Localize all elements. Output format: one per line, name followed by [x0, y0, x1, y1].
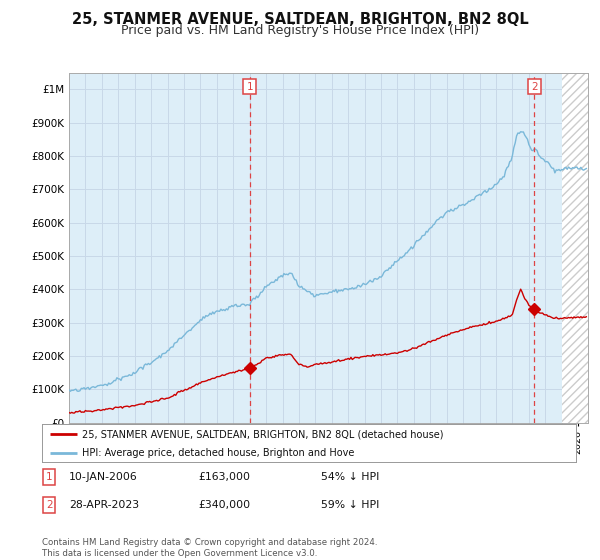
Text: £163,000: £163,000	[198, 472, 250, 482]
Text: 1: 1	[247, 82, 253, 91]
Bar	[562, 73, 588, 423]
Text: Price paid vs. HM Land Registry's House Price Index (HPI): Price paid vs. HM Land Registry's House …	[121, 24, 479, 36]
Text: 10-JAN-2006: 10-JAN-2006	[69, 472, 138, 482]
Text: 2: 2	[46, 500, 53, 510]
Text: £340,000: £340,000	[198, 500, 250, 510]
Text: 25, STANMER AVENUE, SALTDEAN, BRIGHTON, BN2 8QL (detached house): 25, STANMER AVENUE, SALTDEAN, BRIGHTON, …	[82, 429, 443, 439]
Text: 2: 2	[531, 82, 538, 91]
Text: 1: 1	[46, 472, 53, 482]
Text: 54% ↓ HPI: 54% ↓ HPI	[321, 472, 379, 482]
Text: 59% ↓ HPI: 59% ↓ HPI	[321, 500, 379, 510]
Text: HPI: Average price, detached house, Brighton and Hove: HPI: Average price, detached house, Brig…	[82, 448, 355, 458]
Text: Contains HM Land Registry data © Crown copyright and database right 2024.
This d: Contains HM Land Registry data © Crown c…	[42, 538, 377, 558]
Text: 28-APR-2023: 28-APR-2023	[69, 500, 139, 510]
Text: 25, STANMER AVENUE, SALTDEAN, BRIGHTON, BN2 8QL: 25, STANMER AVENUE, SALTDEAN, BRIGHTON, …	[71, 12, 529, 27]
